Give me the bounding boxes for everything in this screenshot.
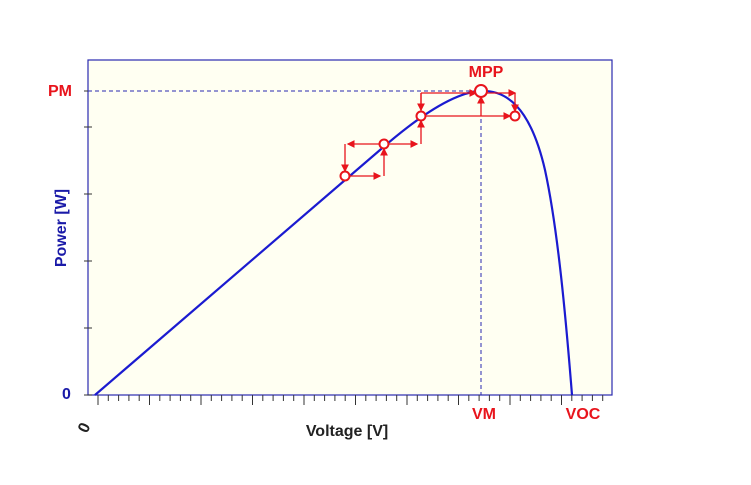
y-axis-title: Power [W] (53, 189, 70, 267)
operating-points (339, 84, 521, 182)
mppt-steps (341, 89, 519, 180)
plot-area (87, 59, 613, 396)
mpp-label: MPP (469, 64, 504, 81)
x-axis-title: Voltage [V] (306, 423, 388, 440)
pv-curve (94, 89, 574, 396)
y-origin: 0 (62, 386, 71, 403)
x-ticks (97, 395, 604, 405)
vm-label: VM (472, 406, 496, 423)
voc-label: VOC (566, 406, 601, 423)
pm-label: PM (48, 83, 72, 100)
x-origin: 0 (75, 420, 94, 435)
